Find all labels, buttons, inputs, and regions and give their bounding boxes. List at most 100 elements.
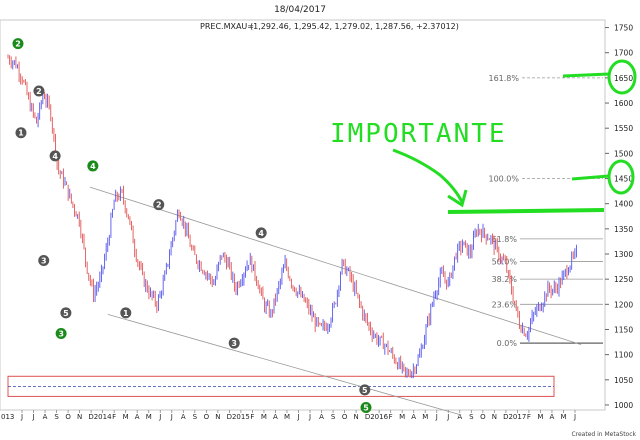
channel-lower-line <box>107 314 462 416</box>
x-tick-label: A <box>550 413 555 421</box>
wave-marker <box>87 160 99 172</box>
x-tick-label: J <box>435 413 438 421</box>
ohlc-label: (1,292.46, 1,295.42, 1,279.02, 1,287.56,… <box>250 22 459 31</box>
x-tick-label: N <box>77 413 82 421</box>
wave-label: 1 <box>123 309 129 318</box>
wave-marker <box>33 85 45 97</box>
candles <box>7 54 577 379</box>
fib-label: 50.0% <box>492 258 518 267</box>
x-tick-label: J <box>296 413 299 421</box>
y-tick-label: 1000 <box>614 401 633 410</box>
plot-frame <box>0 19 606 411</box>
x-tick-label: S <box>193 413 198 421</box>
wave-label: 2 <box>156 201 162 210</box>
fibonacci-levels: 161.8% 100.0% 61.8% 50.0% 38.2% 23.6% 0.0% <box>488 74 603 348</box>
x-tick-label: J <box>446 413 449 421</box>
wave-marker <box>38 255 50 267</box>
x-tick-label: F <box>389 413 393 421</box>
x-tick-label: N <box>492 413 497 421</box>
wave-label: 1 <box>18 129 24 138</box>
y-tick-label: 1150 <box>614 325 633 334</box>
x-tick-label: S <box>331 413 336 421</box>
wave-marker <box>359 384 371 396</box>
x-tick-label: 2014 <box>94 413 112 421</box>
x-tick-label: O <box>204 413 210 421</box>
x-tick-label: D <box>88 413 93 421</box>
wave-labels: 2 2 1 4 4 2 4 3 5 1 3 3 5 5 <box>12 38 372 413</box>
x-tick-label: 2017 <box>508 413 526 421</box>
x-tick-label: O <box>342 413 348 421</box>
fib-label: 161.8% <box>488 74 519 83</box>
annotations: IMPORTANTE <box>330 59 637 214</box>
fib-label: 100.0% <box>488 175 519 184</box>
x-axis: 013 J J A S O N D 2014 F M A M J J A S O N D 2015 F M A M J J A S O N D… <box>1 410 576 421</box>
x-tick-label: F <box>250 413 254 421</box>
wave-marker <box>60 307 72 319</box>
x-tick-label: A <box>319 413 324 421</box>
x-tick-label: A <box>457 413 462 421</box>
x-tick-label: F <box>112 413 116 421</box>
wave-label: 4 <box>258 229 264 238</box>
wave-marker <box>55 328 67 340</box>
x-tick-label: S <box>54 413 59 421</box>
x-tick-label: A <box>411 413 416 421</box>
wave-label: 2 <box>36 87 42 96</box>
fib-label: 38.2% <box>492 275 518 284</box>
target-100-pointer <box>571 174 610 181</box>
x-tick-label: A <box>181 413 186 421</box>
x-tick-label: J <box>573 413 576 421</box>
x-tick-label: M <box>261 413 267 421</box>
x-tick-label: M <box>284 413 290 421</box>
x-tick-label: S <box>469 413 474 421</box>
x-tick-label: 2015 <box>232 413 250 421</box>
y-tick-label: 1100 <box>614 351 633 360</box>
fib-label: 0.0% <box>497 339 518 348</box>
x-tick-label: A <box>135 413 140 421</box>
wave-marker <box>12 38 24 50</box>
y-tick-label: 1200 <box>614 300 633 309</box>
wave-label: 2 <box>15 40 21 49</box>
symbol-label: PREC.MXAU= <box>200 22 254 31</box>
x-tick-label: J <box>31 413 34 421</box>
wave-marker <box>360 401 372 413</box>
resistance-highlight-line <box>447 208 605 214</box>
annotation-arrowhead <box>447 189 468 208</box>
x-tick-label: D <box>503 413 508 421</box>
y-tick-label: 1450 <box>614 175 633 184</box>
y-tick-label: 1750 <box>614 24 633 33</box>
wave-label: 5 <box>63 309 69 318</box>
date-label: 18/04/2017 <box>274 5 326 15</box>
importante-annotation: IMPORTANTE <box>330 119 507 149</box>
wave-marker <box>15 127 27 139</box>
y-tick-label: 1050 <box>614 376 633 385</box>
x-tick-label: J <box>170 413 173 421</box>
wave-label: 3 <box>58 330 64 339</box>
x-tick-label: D <box>227 413 232 421</box>
y-tick-label: 1500 <box>614 149 633 158</box>
y-tick-label: 1300 <box>614 250 633 259</box>
x-tick-label: M <box>537 413 543 421</box>
wave-marker <box>255 227 267 239</box>
fib-label: 23.6% <box>492 300 518 309</box>
x-tick-label: J <box>20 413 23 421</box>
wave-marker <box>228 337 240 349</box>
wave-marker <box>49 150 61 162</box>
wave-label: 5 <box>362 386 368 395</box>
y-axis: 1000 1050 1100 1150 1200 1250 1300 1350 1400 1450… <box>605 24 633 410</box>
wave-label: 4 <box>52 152 58 161</box>
x-tick-label: N <box>353 413 358 421</box>
y-tick-label: 1350 <box>614 225 633 234</box>
x-tick-label: M <box>560 413 566 421</box>
wave-label: 3 <box>41 257 47 266</box>
y-tick-label: 1600 <box>614 99 633 108</box>
x-tick-label: N <box>215 413 220 421</box>
x-tick-label: 013 <box>1 413 14 421</box>
x-tick-label: 2016 <box>370 413 388 421</box>
wave-label: 5 <box>363 403 369 412</box>
x-tick-label: M <box>422 413 428 421</box>
channel-upper-line <box>89 186 582 345</box>
annotation-arrow <box>392 148 464 203</box>
x-tick-label: A <box>43 413 48 421</box>
